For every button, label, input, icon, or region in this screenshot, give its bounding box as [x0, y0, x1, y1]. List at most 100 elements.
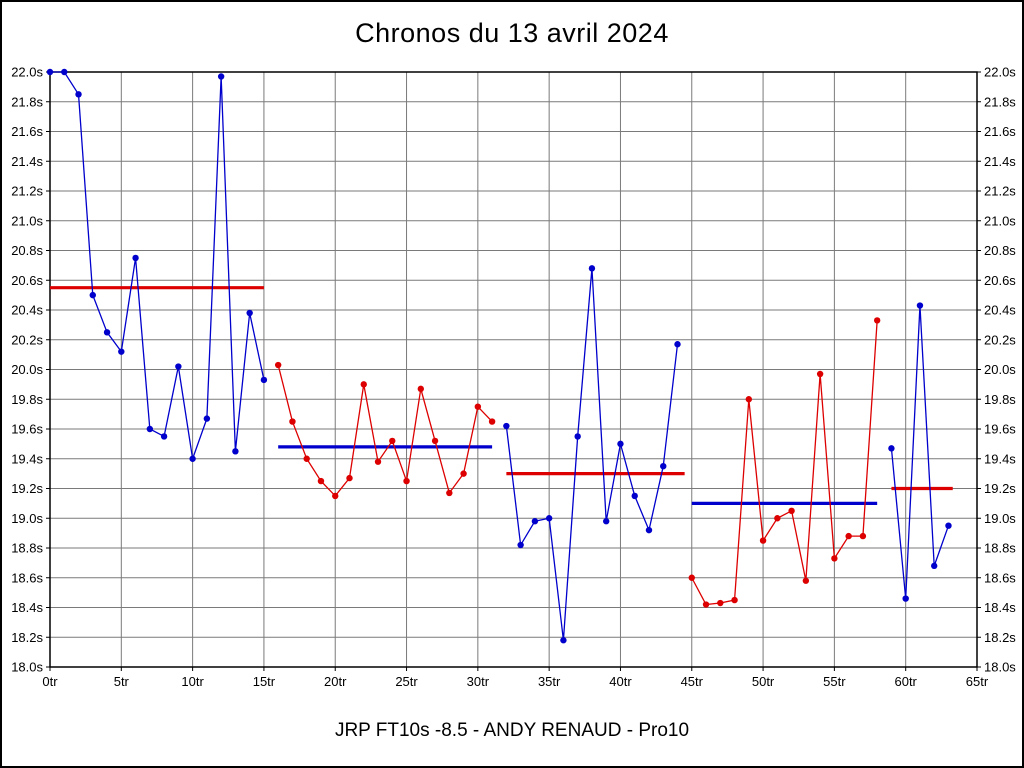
y-tick-label-right: 21.0s [984, 213, 1016, 228]
x-tick-label: 35tr [538, 674, 561, 689]
y-tick-label-right: 20.6s [984, 273, 1016, 288]
data-point-stint-1-blue [146, 425, 154, 433]
data-point-stint-3-blue [645, 526, 653, 534]
series-line-stint-2-red [277, 364, 493, 497]
y-tick-label-left: 18.6s [11, 570, 43, 585]
data-point-stint-3-blue [588, 265, 596, 272]
x-tick-label: 0tr [42, 674, 58, 689]
data-point-stint-2-red [346, 474, 353, 482]
y-tick-label-left: 18.4s [11, 600, 43, 615]
y-tick-label-right: 21.2s [984, 184, 1016, 199]
data-point-stint-5-blue [931, 562, 938, 570]
y-tick-label-left: 19.4s [11, 451, 43, 466]
data-point-stint-3-blue [560, 637, 567, 644]
data-point-stint-4-red [845, 532, 852, 540]
data-point-stint-2-red [389, 437, 396, 445]
data-point-stint-1-blue [118, 348, 125, 355]
data-point-stint-1-blue [160, 433, 168, 440]
y-tick-label-right: 20.0s [984, 362, 1016, 377]
y-tick-label-left: 21.4s [11, 154, 43, 169]
y-tick-label-right: 21.4s [984, 154, 1016, 169]
data-point-stint-5-blue [902, 595, 909, 602]
y-tick-label-right: 21.6s [984, 124, 1016, 139]
data-point-stint-2-red [289, 418, 296, 425]
y-tick-label-left: 20.2s [11, 332, 43, 347]
data-point-stint-2-red [431, 437, 439, 445]
y-tick-label-left: 20.0s [11, 362, 43, 377]
y-tick-label-right: 18.6s [984, 570, 1016, 585]
data-point-stint-4-red [873, 317, 881, 324]
data-point-stint-3-blue [574, 433, 581, 440]
y-tick-label-left: 18.8s [11, 541, 43, 556]
x-tick-label: 45tr [681, 674, 704, 689]
data-point-stint-2-red [374, 458, 382, 465]
y-tick-label-left: 20.8s [11, 243, 43, 258]
data-point-stint-1-blue [175, 363, 182, 370]
y-tick-label-left: 21.2s [11, 184, 43, 199]
y-tick-label-right: 20.4s [984, 303, 1016, 318]
data-point-stint-3-blue [531, 518, 539, 525]
data-point-stint-3-blue [660, 462, 667, 470]
y-tick-label-left: 21.8s [11, 94, 43, 109]
x-tick-label: 20tr [324, 674, 347, 689]
data-point-stint-2-red [488, 418, 496, 425]
data-point-stint-4-red [717, 599, 724, 607]
y-tick-label-left: 19.2s [11, 481, 43, 496]
y-tick-label-right: 18.2s [984, 630, 1016, 645]
y-tick-label-left: 19.6s [11, 422, 43, 437]
y-tick-label-right: 20.2s [984, 332, 1016, 347]
data-point-stint-4-red [774, 515, 781, 522]
data-point-stint-2-red [332, 492, 339, 500]
x-tick-label: 10tr [181, 674, 204, 689]
data-point-stint-2-red [446, 489, 453, 497]
y-tick-label-right: 18.4s [984, 600, 1016, 615]
y-tick-label-left: 18.0s [11, 660, 43, 675]
data-point-stint-4-red [831, 555, 838, 562]
series-line-stint-1-blue [50, 71, 265, 459]
data-point-stint-5-blue [945, 522, 952, 529]
data-point-stint-1-blue [132, 254, 139, 262]
y-tick-label-left: 20.4s [11, 303, 43, 318]
y-tick-label-right: 21.8s [984, 94, 1016, 109]
y-tick-label-left: 19.8s [11, 392, 43, 407]
data-point-stint-3-blue [503, 422, 510, 430]
data-point-stint-3-blue [545, 515, 553, 522]
y-tick-label-right: 18.0s [984, 660, 1016, 675]
y-tick-label-left: 18.2s [11, 630, 43, 645]
data-point-stint-1-blue [203, 415, 211, 422]
data-point-stint-4-red [788, 507, 795, 515]
data-point-stint-2-red [274, 361, 282, 369]
data-point-stint-4-red [816, 370, 824, 378]
y-tick-label-right: 18.8s [984, 541, 1016, 556]
x-tick-label: 5tr [114, 674, 130, 689]
series-line-stint-4-red [691, 320, 878, 606]
x-tick-label: 40tr [609, 674, 632, 689]
data-point-stint-4-red [688, 574, 695, 581]
data-point-stint-1-blue [103, 329, 111, 336]
data-point-stint-3-blue [617, 440, 624, 448]
data-point-stint-3-blue [517, 541, 524, 549]
y-tick-label-left: 21.6s [11, 124, 43, 139]
series-line-stint-5-blue [890, 305, 950, 599]
y-tick-label-right: 19.0s [984, 511, 1016, 526]
y-tick-label-left: 21.0s [11, 213, 43, 228]
data-point-stint-1-blue [260, 376, 268, 384]
y-tick-label-left: 19.0s [11, 511, 43, 526]
chart-subtitle: JRP FT10s -8.5 - ANDY RENAUD - Pro10 [334, 720, 690, 741]
chart-title: Chronos du 13 avril 2024 [355, 18, 669, 48]
data-point-stint-2-red [417, 385, 424, 393]
x-tick-label: 65tr [966, 674, 989, 689]
data-point-stint-1-blue [246, 309, 253, 317]
y-tick-label-right: 20.8s [984, 243, 1016, 258]
data-point-stint-1-blue [61, 68, 68, 76]
data-point-stint-3-blue [631, 492, 638, 500]
data-point-stint-4-red [759, 537, 767, 544]
data-point-stint-2-red [403, 477, 410, 485]
data-point-stint-5-blue [916, 302, 924, 309]
data-point-stint-2-red [460, 470, 467, 477]
x-tick-label: 55tr [823, 674, 846, 689]
data-point-stint-1-blue [75, 91, 82, 98]
data-point-stint-2-red [360, 381, 367, 388]
